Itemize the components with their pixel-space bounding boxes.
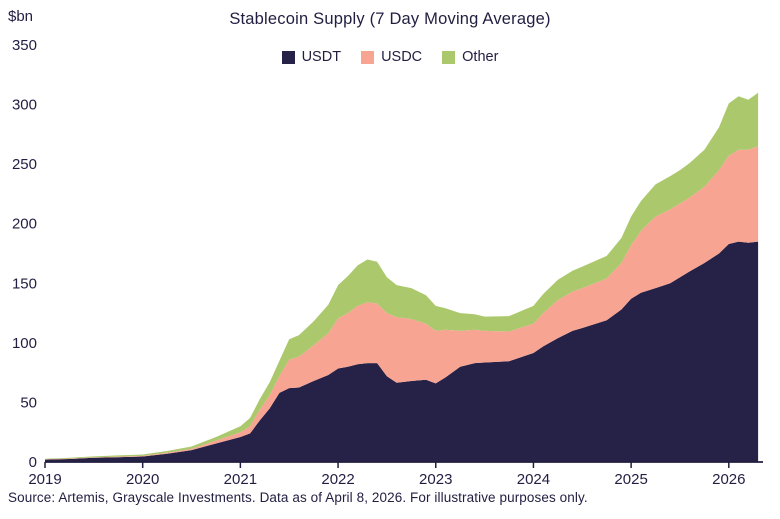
- y-axis-unit-label: $bn: [8, 8, 34, 25]
- y-tick-label: 0: [29, 454, 37, 471]
- chart-title: Stablecoin Supply (7 Day Moving Average): [229, 10, 551, 28]
- chart-legend: USDT USDC Other: [0, 49, 780, 65]
- area-usdc: [45, 146, 759, 460]
- area-usdt: [45, 241, 759, 462]
- x-tick-label: 2021: [224, 471, 257, 488]
- x-tick-label: 2023: [419, 471, 452, 488]
- y-tick-label: 150: [12, 275, 37, 292]
- y-tick-label: 300: [12, 97, 37, 114]
- x-tick-label: 2026: [712, 471, 745, 488]
- y-tick-label: 350: [12, 37, 37, 54]
- legend-label-other: Other: [462, 49, 499, 65]
- source-note: Source: Artemis, Grayscale Investments. …: [8, 490, 588, 505]
- y-tick-label: 50: [20, 394, 37, 411]
- legend-swatch-usdt: [281, 50, 295, 64]
- x-tick-label: 2022: [321, 471, 354, 488]
- x-tick-label: 2025: [614, 471, 647, 488]
- legend-item-other: Other: [442, 49, 498, 65]
- x-tick-label: 2020: [126, 471, 159, 488]
- legend-label-usdt: USDT: [301, 49, 342, 65]
- legend-label-usdc: USDC: [381, 49, 423, 65]
- y-tick-label: 100: [12, 335, 37, 352]
- y-tick-label: 200: [12, 216, 37, 233]
- legend-swatch-usdc: [361, 50, 375, 64]
- x-tick-label: 2019: [28, 471, 61, 488]
- y-tick-label: 250: [12, 156, 37, 173]
- x-tick-label: 2024: [517, 471, 550, 488]
- legend-swatch-other: [442, 50, 456, 64]
- legend-item-usdt: USDT: [281, 49, 342, 65]
- legend-item-usdc: USDC: [361, 49, 422, 65]
